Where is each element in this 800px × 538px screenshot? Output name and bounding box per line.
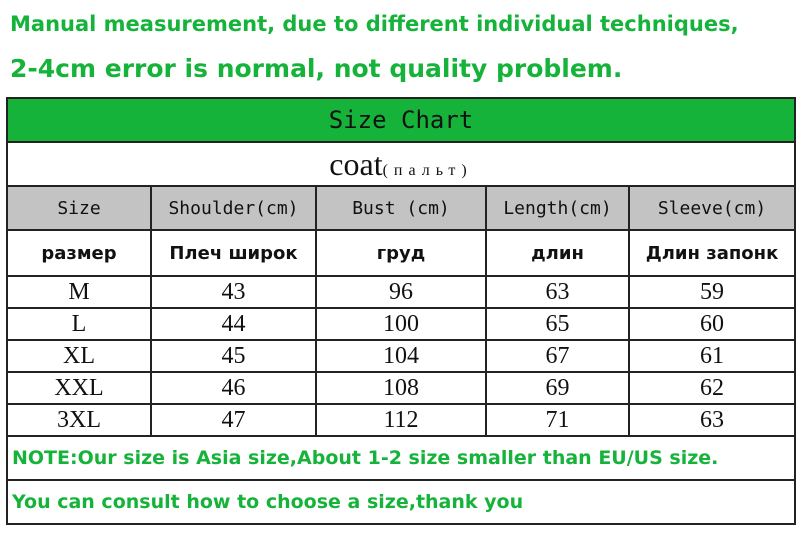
note-line: Manual measurement, due to different ind… (10, 12, 739, 36)
data-cell: 63 (627, 403, 797, 437)
data-cell: 100 (315, 307, 487, 341)
footer-row: You can consult how to choose a size,tha… (5, 479, 797, 525)
data-cell: 44 (150, 307, 317, 341)
footer-note: You can consult how to choose a size,tha… (5, 479, 797, 525)
data-cell: 47 (150, 403, 317, 437)
data-cell: 67 (485, 339, 630, 373)
size-table: Size Chart coat(пальт) Size Shoulder(cm) B… (5, 97, 797, 525)
column-header: Bust (cm) (315, 185, 487, 231)
data-cell: 60 (627, 307, 797, 341)
data-cell: XL (6, 339, 152, 373)
table-title: Size Chart (5, 97, 797, 143)
data-cell: 71 (485, 403, 630, 437)
note-line: 2-4cm error is normal, not quality probl… (10, 54, 623, 83)
data-cell: XXL (6, 371, 152, 405)
data-cell: 96 (315, 275, 487, 309)
data-row: 3XL 47 112 71 63 (6, 403, 797, 437)
title-row: Size Chart (5, 97, 797, 143)
data-cell: L (6, 307, 152, 341)
data-cell: 61 (627, 339, 797, 373)
column-header: Sleeve(cm) (627, 185, 797, 231)
data-cell: 65 (485, 307, 630, 341)
data-cell: 108 (315, 371, 487, 405)
column-header: Shoulder(cm) (150, 185, 317, 231)
data-row: XL 45 104 67 61 (6, 339, 797, 373)
data-cell: 62 (627, 371, 797, 405)
column-header-ru: длин (485, 229, 630, 277)
data-cell: 43 (150, 275, 317, 309)
column-header-ru: груд (315, 229, 487, 277)
header-row-ru: размер Плеч широк груд длин Длин запонк (6, 229, 797, 277)
column-header: Length(cm) (485, 185, 630, 231)
data-row: XXL 46 108 69 62 (6, 371, 797, 405)
garment-ru: (пальт) (382, 161, 473, 179)
data-cell: 59 (627, 275, 797, 309)
garment: coat (329, 145, 383, 182)
data-cell: 3XL (6, 403, 152, 437)
data-cell: 45 (150, 339, 317, 373)
column-header-ru: размер (6, 229, 152, 277)
data-cell: 69 (485, 371, 630, 405)
data-cell: 63 (485, 275, 630, 309)
column-header-ru: Длин запонк (627, 229, 797, 277)
data-cell: 46 (150, 371, 317, 405)
footer-row: NOTE:Our size is Asia size,About 1-2 siz… (5, 435, 797, 481)
column-header: Size (6, 185, 152, 231)
data-row: L 44 100 65 60 (6, 307, 797, 341)
footer-note: NOTE:Our size is Asia size,About 1-2 siz… (5, 435, 797, 481)
header-row: Size Shoulder(cm) Bust (cm) Length(cm) Sleev… (6, 185, 797, 231)
data-row: M 43 96 63 59 (6, 275, 797, 309)
column-header-ru: Плеч широк (150, 229, 317, 277)
garment-row: coat(пальт) (5, 141, 797, 187)
data-cell: 112 (315, 403, 487, 437)
data-cell: M (6, 275, 152, 309)
garment-cell: coat(пальт) (5, 141, 797, 187)
data-cell: 104 (315, 339, 487, 373)
